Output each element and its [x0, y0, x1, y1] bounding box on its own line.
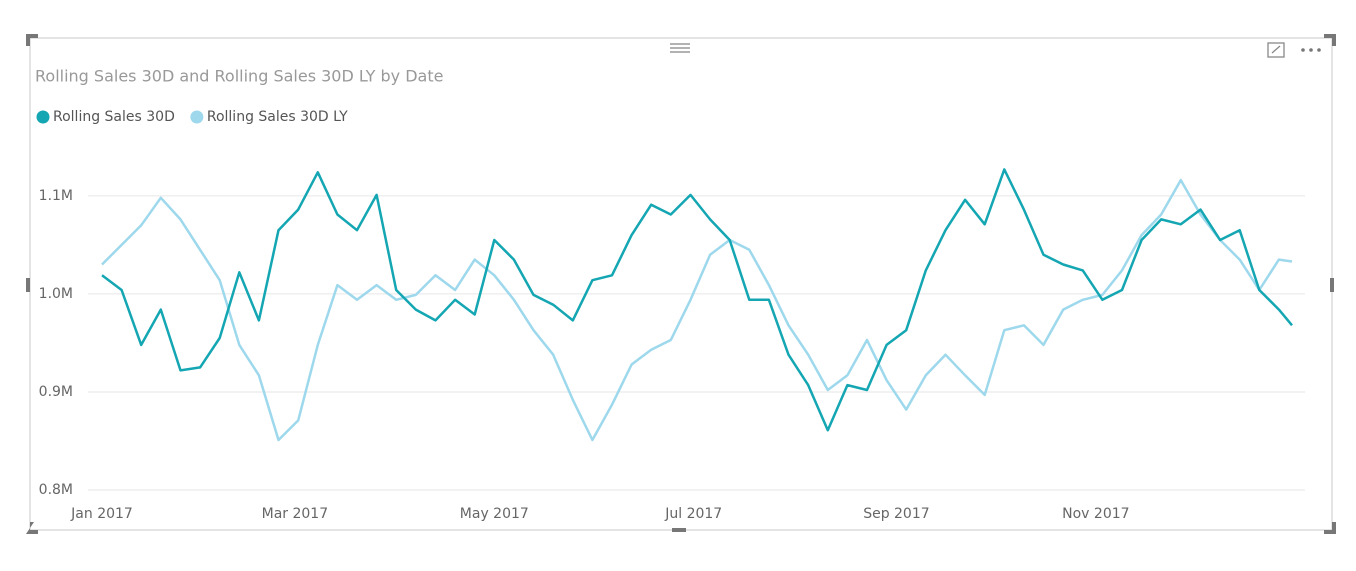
visual-frame [29, 37, 1333, 531]
x-tick-label: Nov 2017 [1062, 506, 1129, 522]
y-tick-label: 1.0M [39, 286, 73, 302]
resize-handles [26, 34, 1336, 534]
series-line [101, 168, 1293, 432]
chart-title: Rolling Sales 30D and Rolling Sales 30D … [35, 67, 443, 86]
drag-handle[interactable] [670, 43, 690, 53]
legend-marker [190, 110, 204, 124]
y-tick-label: 1.1M [39, 188, 73, 204]
legend-marker [36, 110, 50, 124]
focus-mode-icon[interactable] [1267, 42, 1285, 58]
x-tick-label: Jan 2017 [70, 506, 133, 522]
x-tick-label: Sep 2017 [863, 506, 929, 522]
legend: Rolling Sales 30D Rolling Sales 30D LY [36, 109, 348, 125]
x-tick-label: Jul 2017 [664, 506, 722, 522]
more-options-icon[interactable] [1301, 48, 1321, 52]
legend-label: Rolling Sales 30D [53, 109, 175, 125]
y-tick-label: 0.8M [39, 482, 73, 498]
x-tick-label: May 2017 [460, 506, 529, 522]
x-tick-label: Mar 2017 [262, 506, 329, 522]
legend-label: Rolling Sales 30D LY [207, 109, 348, 125]
y-tick-label: 0.9M [39, 384, 73, 400]
